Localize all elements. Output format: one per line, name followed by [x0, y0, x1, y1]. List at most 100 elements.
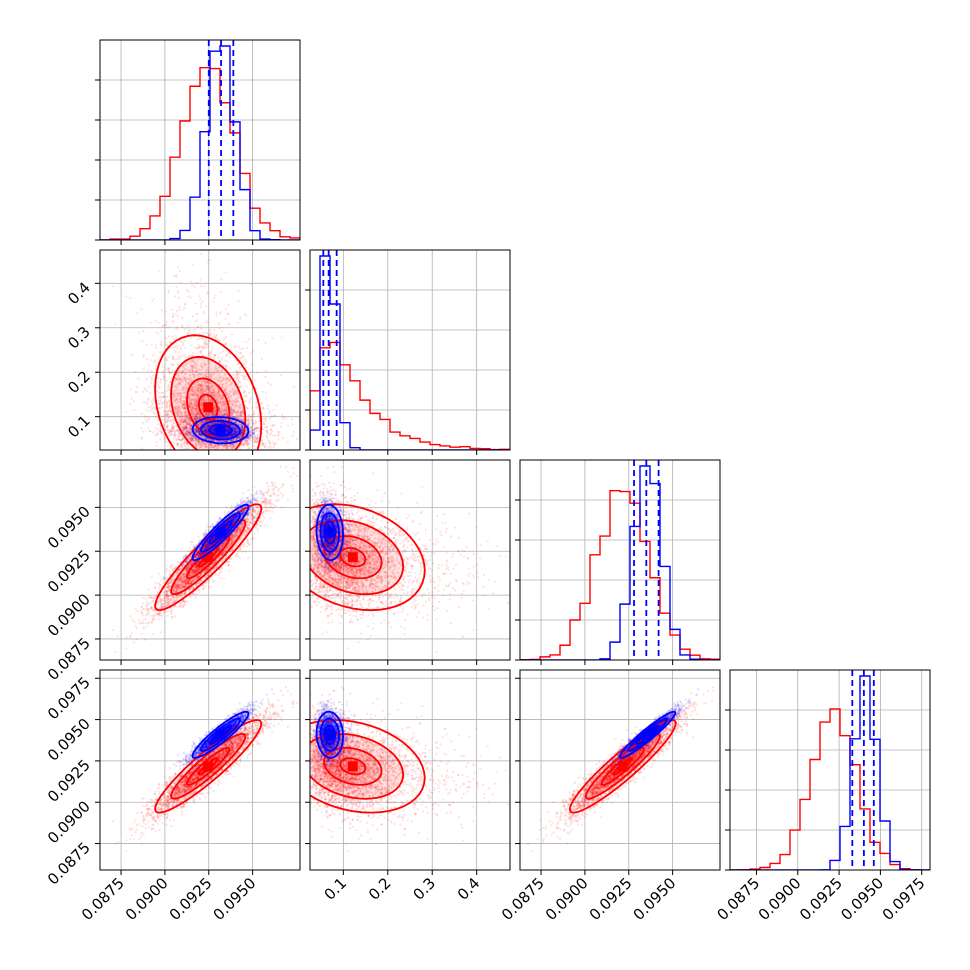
sample-point [273, 414, 276, 418]
sample-point [167, 146, 169, 148]
sample-point [157, 386, 160, 389]
sample-point [292, 385, 295, 388]
sample-point [174, 405, 177, 408]
sample-point [146, 369, 149, 372]
sample-point [154, 319, 157, 323]
sample-point [143, 387, 146, 390]
sample-point [208, 334, 211, 337]
sample-point [180, 421, 183, 424]
sample-point [142, 401, 145, 404]
sample-point [236, 321, 240, 325]
sample-point [177, 344, 180, 347]
sample-point [185, 425, 188, 428]
sample-point [219, 361, 222, 364]
sample-point [160, 329, 163, 333]
sample-point [204, 427, 207, 430]
sample-point [280, 422, 283, 425]
sample-point [169, 428, 172, 431]
sample-point [208, 371, 211, 374]
sample-point [232, 373, 235, 377]
sample-point [238, 371, 241, 374]
sample-point [245, 314, 248, 317]
sample-point [140, 437, 143, 440]
sample-point [171, 430, 174, 433]
sample-point [275, 404, 278, 407]
sample-point [231, 434, 234, 437]
sample-point [163, 419, 166, 422]
sample-point [245, 347, 249, 350]
sample-point [191, 284, 194, 287]
sample-point [248, 417, 252, 421]
sample-point [248, 437, 251, 441]
sample-point [180, 438, 183, 441]
sample-point [156, 427, 159, 431]
sample-point [209, 442, 213, 446]
sample-point [257, 413, 260, 416]
sample-point [156, 441, 159, 444]
sample-point [222, 382, 225, 386]
sample-point [235, 391, 238, 394]
sample-point [204, 388, 207, 391]
sample-point [191, 393, 194, 396]
sample-point [212, 384, 215, 387]
sample-point [157, 139, 159, 141]
sample-point [189, 409, 192, 412]
sample-point [159, 381, 162, 384]
sample-point [199, 439, 203, 443]
sample-point [242, 377, 245, 381]
sample-point [202, 390, 205, 393]
sample-point [225, 342, 228, 345]
sample-point [218, 383, 221, 387]
sample-point [231, 439, 234, 442]
sample-point [201, 354, 204, 357]
sample-point [172, 346, 175, 349]
sample-point [215, 451, 217, 453]
sample-point [240, 356, 243, 359]
sample-point [181, 378, 184, 381]
sample-point [180, 421, 184, 424]
sample-point [162, 370, 165, 373]
sample-point [242, 362, 246, 365]
sample-point [166, 419, 169, 422]
sample-point [152, 410, 155, 413]
sample-point [183, 306, 186, 309]
sample-point [201, 398, 204, 401]
sample-point [212, 428, 215, 431]
sample-point [198, 345, 201, 348]
sample-point [208, 438, 211, 441]
sample-point [160, 399, 163, 402]
sample-point [264, 375, 267, 379]
sample-point [176, 385, 179, 388]
sample-point [230, 451, 232, 453]
sample-point [238, 366, 241, 369]
sample-point [181, 342, 185, 345]
sample-point [176, 354, 179, 357]
sample-point [181, 445, 184, 448]
sample-point [140, 308, 143, 311]
sample-point [218, 440, 221, 443]
sample-point [174, 385, 177, 389]
sample-point [253, 436, 256, 439]
sample-point [170, 424, 173, 427]
sample-point [166, 428, 169, 431]
sample-point [175, 429, 178, 432]
sample-point [228, 380, 231, 383]
sample-point [234, 451, 236, 453]
sample-point [178, 355, 181, 358]
sample-point [272, 408, 275, 411]
sample-point [187, 431, 190, 434]
sample-point [178, 308, 181, 311]
sample-point [186, 444, 189, 447]
sample-point [179, 432, 182, 436]
sample-point [173, 349, 176, 352]
sample-point [200, 452, 202, 454]
sample-point [269, 446, 272, 449]
sample-point [229, 408, 232, 411]
sample-point [251, 422, 254, 425]
sample-point [253, 379, 257, 382]
sample-point [164, 411, 167, 414]
sample-point [188, 423, 191, 426]
sample-point [181, 414, 184, 417]
sample-point [222, 445, 225, 448]
